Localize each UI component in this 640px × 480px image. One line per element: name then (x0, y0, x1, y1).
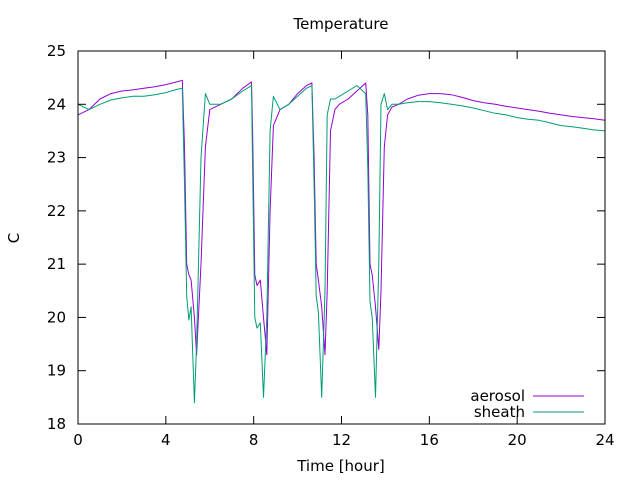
y-tick-label: 22 (47, 202, 66, 220)
x-tick-label: 4 (161, 431, 171, 449)
y-tick-label: 20 (47, 308, 66, 326)
x-tick-label: 16 (420, 431, 439, 449)
ticks-layer: 0 4 8 12 16 20 24 18 19 20 21 22 23 24 25 (47, 42, 615, 449)
y-tick-label: 23 (47, 149, 66, 167)
plot-area: 0 4 8 12 16 20 24 18 19 20 21 22 23 24 25 (47, 42, 615, 449)
y-axis-label: C (5, 233, 23, 243)
series-line-sheath (77, 85, 606, 404)
y-tick-label: 19 (47, 362, 66, 380)
y-tick-label: 24 (47, 95, 66, 113)
chart-title: Temperature (292, 15, 388, 33)
x-tick-label: 24 (595, 431, 614, 449)
x-tick-label: 0 (73, 431, 83, 449)
x-tick-label: 20 (508, 431, 527, 449)
y-tick-label: 25 (47, 42, 66, 60)
y-tick-label: 21 (47, 255, 66, 273)
x-tick-label: 12 (332, 431, 351, 449)
x-axis-label: Time [hour] (296, 457, 385, 475)
y-tick-label: 18 (47, 415, 66, 433)
plot-frame (77, 50, 606, 425)
x-tick-label: 8 (249, 431, 259, 449)
legend-label-aerosol: aerosol (470, 387, 525, 405)
series-layer (77, 79, 606, 404)
series-line-aerosol (77, 79, 606, 356)
legend-label-sheath: sheath (474, 403, 525, 421)
